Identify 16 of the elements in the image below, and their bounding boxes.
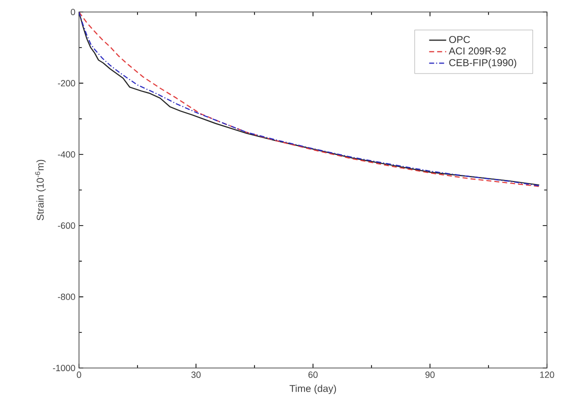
y-tick-label: -800	[58, 294, 76, 300]
legend-label: ACI 209R-92	[448, 47, 506, 54]
x-tick-label: 60	[308, 372, 318, 378]
y-tick-label: -200	[58, 80, 76, 86]
legend-label: CEB-FIP(1990)	[449, 58, 516, 68]
y-tick-label: -1000	[52, 364, 76, 372]
x-tick-label: 120	[540, 372, 554, 378]
y-axis-title: Strain (10$^{-6}$m)	[35, 160, 46, 220]
x-axis-title: Time (day)	[290, 384, 336, 394]
y-tick-label: -600	[58, 222, 76, 229]
x-tick-label: 90	[425, 372, 435, 378]
y-tick-label: 0	[70, 8, 76, 16]
x-tick-label: 30	[191, 372, 201, 378]
y-tick-label: -400	[58, 151, 76, 158]
legend-label: OPC	[449, 36, 470, 44]
x-tick-label: 0	[76, 372, 82, 378]
